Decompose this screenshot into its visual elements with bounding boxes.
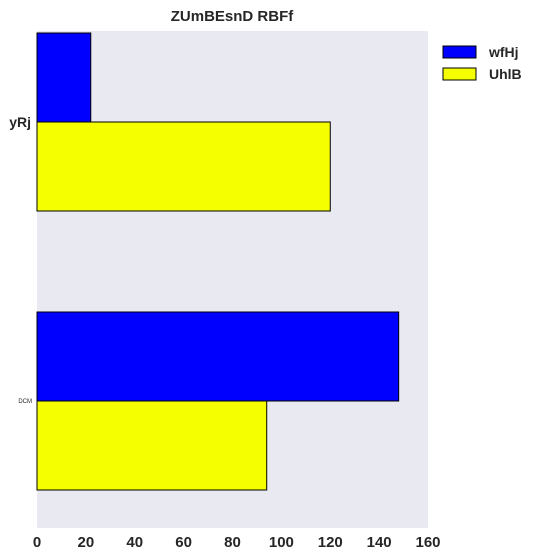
x-tick-label: 120: [318, 534, 343, 551]
x-tick-label: 80: [224, 534, 241, 551]
bar-UhlB-DCM: [36, 400, 268, 491]
x-tick-label: 60: [175, 534, 192, 551]
x-tick-label: 40: [126, 534, 143, 551]
x-axis-ticks: 0 20 40 60 80 100 120 140 160: [33, 534, 441, 551]
bar-wfHj-DCM: [36, 311, 400, 402]
chart-title: ZUmBEsnD RBFf: [171, 8, 295, 25]
x-tick-label: 140: [367, 534, 392, 551]
bar-UhlB-yRj: [36, 121, 331, 212]
x-tick-label: 0: [33, 534, 41, 551]
legend: wfHj UhlB: [442, 44, 522, 82]
bars-group: [36, 32, 400, 491]
bar-wfHj-yRj: [36, 32, 92, 123]
legend-swatch: [442, 67, 477, 81]
y-axis-ticks: yRj DCM: [9, 114, 32, 405]
legend-label: UhlB: [489, 66, 522, 82]
legend-label: wfHj: [488, 44, 519, 60]
y-tick-label: yRj: [9, 114, 31, 130]
x-tick-label: 160: [415, 534, 440, 551]
x-tick-label: 20: [78, 534, 95, 551]
y-tick-label: DCM: [18, 399, 32, 405]
legend-swatch: [442, 45, 477, 59]
x-tick-label: 100: [269, 534, 294, 551]
